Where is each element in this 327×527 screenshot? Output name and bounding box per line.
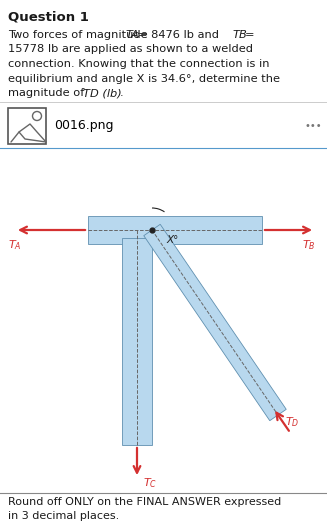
- Text: magnitude of: magnitude of: [8, 88, 88, 98]
- Text: equilibrium and angle X is 34.6°, determine the: equilibrium and angle X is 34.6°, determ…: [8, 73, 280, 83]
- Text: $T_C$: $T_C$: [143, 476, 157, 490]
- Polygon shape: [144, 225, 286, 421]
- Bar: [122, 238, 152, 445]
- Text: Two forces of magnitude: Two forces of magnitude: [8, 30, 151, 40]
- Text: TD (lb): TD (lb): [83, 88, 122, 98]
- Bar: [88, 216, 262, 244]
- Text: = 8476 lb and: = 8476 lb and: [138, 30, 223, 40]
- Text: .: .: [120, 88, 124, 98]
- Text: Round off ONLY on the FINAL ANSWER expressed
in 3 decimal places.: Round off ONLY on the FINAL ANSWER expre…: [8, 497, 281, 521]
- Text: $T_D$: $T_D$: [285, 415, 300, 429]
- Text: $T_A$: $T_A$: [8, 238, 22, 252]
- Text: $T_B$: $T_B$: [302, 238, 316, 252]
- Text: connection. Knowing that the connection is in: connection. Knowing that the connection …: [8, 59, 269, 69]
- Text: •••: •••: [305, 121, 323, 131]
- Bar: [8, 108, 46, 144]
- Text: Question 1: Question 1: [8, 10, 89, 23]
- Text: 0016.png: 0016.png: [54, 120, 113, 132]
- Text: TB: TB: [233, 30, 248, 40]
- Text: X°: X°: [166, 235, 178, 245]
- Text: TA: TA: [126, 30, 140, 40]
- Text: 15778 lb are applied as shown to a welded: 15778 lb are applied as shown to a welde…: [8, 44, 253, 54]
- Text: =: =: [245, 30, 254, 40]
